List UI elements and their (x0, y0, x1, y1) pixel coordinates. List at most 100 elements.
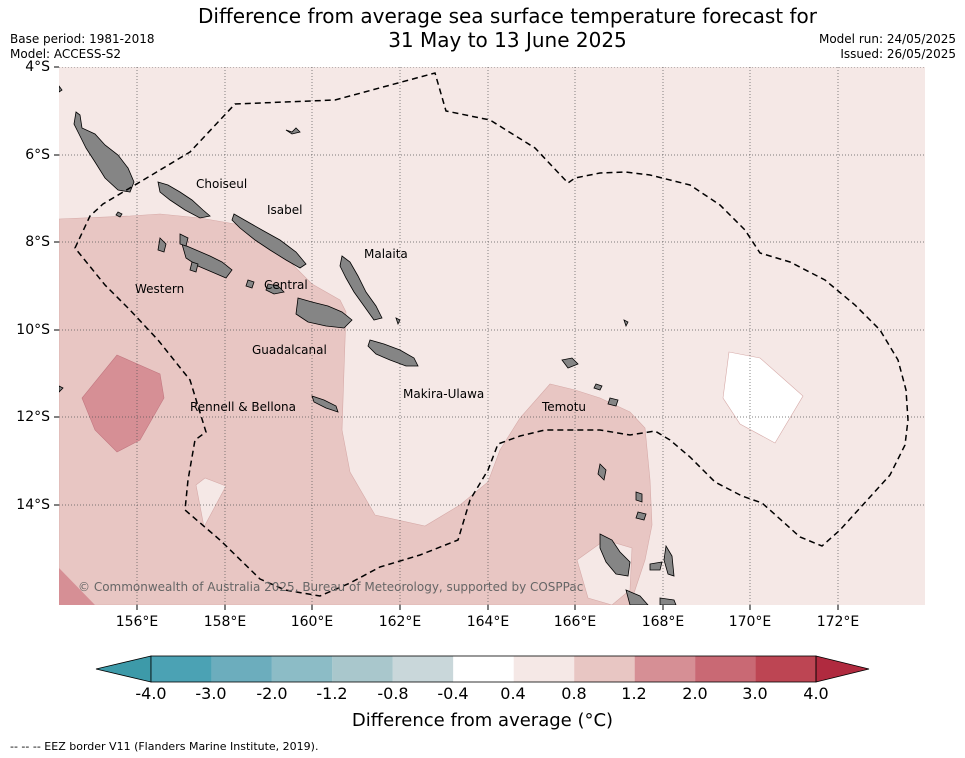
island-malekula (625, 589, 649, 605)
anomaly-fill-strong-corner (59, 568, 95, 605)
colorbar-segment (151, 656, 212, 682)
island-central (265, 283, 285, 295)
model-name: Model: ACCESS-S2 (10, 47, 122, 61)
axis-ticks (54, 66, 839, 610)
region-label-central: Central (264, 278, 308, 292)
colorbar-tick-label: -0.4 (437, 684, 469, 703)
colorbar-tick-label: 4.0 (803, 684, 829, 703)
colorbar-segment (453, 656, 514, 682)
colorbar-outline (150, 655, 817, 683)
lon-label-166e: 166°E (553, 614, 597, 630)
colorbar-tick-label: 0.8 (561, 684, 587, 703)
colorbar-segment (332, 656, 393, 682)
colorbar (95, 655, 870, 683)
island-isabel (231, 213, 307, 269)
region-label-isabel: Isabel (267, 203, 303, 217)
island-pentecost (659, 597, 677, 605)
land-masses (59, 85, 677, 605)
map-title-line2: 31 May to 13 June 2025 (388, 28, 627, 52)
map-area (59, 67, 925, 605)
lon-label-168e: 168°E (641, 614, 685, 630)
run-info: Model run: 24/05/2025 Issued: 26/05/2025 (819, 32, 956, 62)
colorbar-segment (211, 656, 272, 682)
lat-label-8s: 8°S (25, 234, 50, 250)
lat-label-4s: 4°S (25, 59, 50, 75)
colorbar-tick-label: 3.0 (742, 684, 768, 703)
island-duff (593, 383, 603, 391)
colorbar-tick-label: -3.0 (195, 684, 227, 703)
island-small-3 (395, 317, 401, 326)
lat-label-14s: 14°S (16, 497, 50, 513)
colorbar-segment (634, 656, 696, 682)
island-reef-islands (561, 357, 579, 369)
lon-label-164e: 164°E (466, 614, 510, 630)
lon-label-170e: 170°E (728, 614, 772, 630)
colorbar-tick-label: 0.4 (500, 684, 526, 703)
lon-label-172e: 172°E (816, 614, 860, 630)
island-kolombangara (179, 233, 189, 247)
island-russell (245, 279, 255, 289)
colorbar-tick-label: -4.0 (135, 684, 167, 703)
island-new-ireland-tip (59, 85, 63, 93)
colorbar-segment (513, 656, 575, 682)
colorbar-title: Difference from average (°C) (351, 710, 614, 731)
colorbar-segment (392, 656, 454, 682)
model-run-date: Model run: 24/05/2025 (818, 32, 956, 46)
colorbar-tick-label: 2.0 (682, 684, 708, 703)
island-small-5 (59, 385, 64, 393)
colorbar-segment (695, 656, 756, 682)
island-santa-cruz (607, 397, 619, 407)
island-bougainville (73, 111, 135, 193)
island-banks-2 (635, 511, 647, 521)
island-makira (367, 339, 419, 367)
island-malaita (339, 255, 383, 321)
colorbar-arrow-high (815, 655, 870, 683)
island-small-2 (285, 127, 301, 135)
lat-label-10s: 10°S (16, 322, 50, 338)
colorbar-tick-label: -2.0 (256, 684, 288, 703)
island-guadalcanal (295, 297, 353, 329)
eez-border (74, 72, 909, 597)
island-maewo (663, 544, 675, 577)
lat-label-6s: 6°S (25, 147, 50, 163)
eez-footnote: -- -- -- EEZ border V11 (Flanders Marine… (10, 740, 319, 753)
region-label-makira-ulawa: Makira-Ulawa (403, 387, 485, 401)
colorbar-arrow-low (95, 655, 152, 683)
anomaly-fill-neutral (722, 351, 804, 444)
copyright-notice: © Commonwealth of Australia 2025, Bureau… (78, 580, 584, 594)
lon-label-156e: 156°E (115, 614, 159, 630)
lon-label-160e: 160°E (290, 614, 334, 630)
colorbar-segment (755, 656, 816, 682)
lon-label-158e: 158°E (203, 614, 247, 630)
island-espiritu-santo (599, 533, 631, 577)
island-small-4 (623, 319, 629, 328)
region-label-temotu: Temotu (542, 400, 587, 414)
lon-label-162e: 162°E (378, 614, 422, 630)
island-small-1 (115, 211, 123, 218)
island-vella-lavella (157, 237, 167, 253)
model-info: Base period: 1981-2018 Model: ACCESS-S2 (10, 32, 155, 62)
lat-label-12s: 12°S (16, 409, 50, 425)
colorbar-tick-label: 1.2 (621, 684, 647, 703)
region-label-guadalcanal: Guadalcanal (252, 343, 327, 357)
island-ambae (649, 561, 663, 571)
region-label-choiseul: Choiseul (196, 177, 248, 191)
region-label-malaita: Malaita (364, 247, 408, 261)
island-banks (635, 491, 643, 503)
region-label-western: Western (135, 282, 185, 296)
island-choiseul (157, 181, 211, 219)
colorbar-tick-label: -1.2 (316, 684, 348, 703)
anomaly-fill-strong-west (81, 354, 165, 453)
colorbar-tick-label: -0.8 (377, 684, 409, 703)
anomaly-fill-light-patch (195, 477, 227, 528)
region-label-rennell-bellona: Rennell & Bellona (190, 400, 297, 414)
island-torres (597, 463, 607, 481)
map-title-line1: Difference from average sea surface temp… (197, 4, 817, 28)
colorbar-segment (574, 656, 635, 682)
issued-date: Issued: 26/05/2025 (840, 47, 956, 61)
colorbar-segment (271, 656, 333, 682)
island-rendova (189, 261, 199, 273)
base-period: Base period: 1981-2018 (10, 32, 155, 46)
island-rennell (311, 395, 339, 413)
